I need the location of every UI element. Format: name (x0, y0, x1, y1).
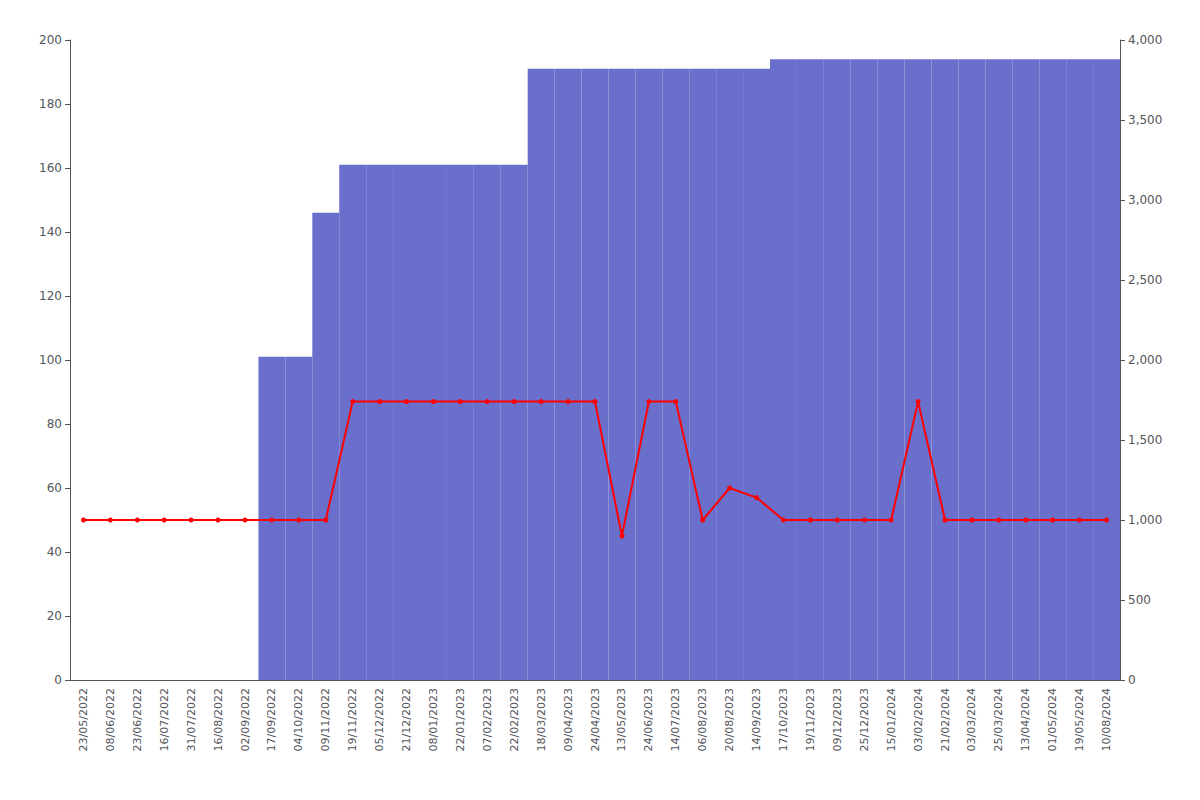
svg-text:23/05/2022: 23/05/2022 (77, 688, 90, 751)
svg-text:40: 40 (47, 545, 62, 559)
svg-text:80: 80 (47, 417, 62, 431)
svg-text:100: 100 (39, 353, 62, 367)
svg-text:22/02/2023: 22/02/2023 (508, 688, 521, 751)
svg-text:500: 500 (1128, 593, 1151, 607)
svg-text:1,000: 1,000 (1128, 513, 1162, 527)
svg-text:22/01/2023: 22/01/2023 (454, 688, 467, 751)
svg-text:120: 120 (39, 289, 62, 303)
svg-text:17/10/2023: 17/10/2023 (777, 688, 790, 751)
svg-text:0: 0 (54, 673, 62, 687)
svg-text:25/03/2024: 25/03/2024 (992, 688, 1005, 751)
svg-text:13/04/2024: 13/04/2024 (1019, 688, 1032, 751)
svg-text:60: 60 (47, 481, 62, 495)
svg-text:03/03/2024: 03/03/2024 (965, 688, 978, 751)
svg-text:19/11/2022: 19/11/2022 (346, 688, 359, 751)
svg-text:20/08/2023: 20/08/2023 (723, 688, 736, 751)
svg-text:03/02/2024: 03/02/2024 (912, 688, 925, 751)
svg-text:23/06/2022: 23/06/2022 (131, 688, 144, 751)
svg-text:21/12/2022: 21/12/2022 (400, 688, 413, 751)
svg-text:14/09/2023: 14/09/2023 (750, 688, 763, 751)
svg-text:160: 160 (39, 161, 62, 175)
svg-text:05/12/2022: 05/12/2022 (373, 688, 386, 751)
svg-text:09/11/2022: 09/11/2022 (319, 688, 332, 751)
svg-text:06/08/2023: 06/08/2023 (696, 688, 709, 751)
svg-text:3,500: 3,500 (1128, 113, 1162, 127)
svg-text:10/08/2024: 10/08/2024 (1100, 688, 1113, 751)
svg-text:3,000: 3,000 (1128, 193, 1162, 207)
svg-text:24/04/2023: 24/04/2023 (589, 688, 602, 751)
svg-text:1,500: 1,500 (1128, 433, 1162, 447)
svg-text:19/11/2023: 19/11/2023 (804, 688, 817, 751)
svg-text:200: 200 (39, 33, 62, 47)
svg-text:16/07/2022: 16/07/2022 (158, 688, 171, 751)
svg-text:19/05/2024: 19/05/2024 (1073, 688, 1086, 751)
svg-text:16/08/2022: 16/08/2022 (212, 688, 225, 751)
svg-text:25/12/2023: 25/12/2023 (858, 688, 871, 751)
svg-text:18/03/2023: 18/03/2023 (535, 688, 548, 751)
svg-text:20: 20 (47, 609, 62, 623)
svg-text:13/05/2023: 13/05/2023 (615, 688, 628, 751)
svg-text:180: 180 (39, 97, 62, 111)
svg-text:0: 0 (1128, 673, 1136, 687)
svg-text:02/09/2022: 02/09/2022 (239, 688, 252, 751)
svg-text:4,000: 4,000 (1128, 33, 1162, 47)
svg-text:08/06/2022: 08/06/2022 (104, 688, 117, 751)
svg-text:07/02/2023: 07/02/2023 (481, 688, 494, 751)
svg-text:01/05/2024: 01/05/2024 (1046, 688, 1059, 751)
svg-text:14/07/2023: 14/07/2023 (669, 688, 682, 751)
svg-text:2,500: 2,500 (1128, 273, 1162, 287)
svg-text:21/02/2024: 21/02/2024 (939, 688, 952, 751)
svg-text:09/12/2023: 09/12/2023 (831, 688, 844, 751)
svg-text:2,000: 2,000 (1128, 353, 1162, 367)
svg-text:15/01/2024: 15/01/2024 (885, 688, 898, 751)
svg-text:04/10/2022: 04/10/2022 (292, 688, 305, 751)
svg-text:31/07/2022: 31/07/2022 (185, 688, 198, 751)
svg-text:24/06/2023: 24/06/2023 (642, 688, 655, 751)
svg-text:08/01/2023: 08/01/2023 (427, 688, 440, 751)
svg-text:140: 140 (39, 225, 62, 239)
svg-text:17/09/2022: 17/09/2022 (265, 688, 278, 751)
svg-text:09/04/2023: 09/04/2023 (562, 688, 575, 751)
